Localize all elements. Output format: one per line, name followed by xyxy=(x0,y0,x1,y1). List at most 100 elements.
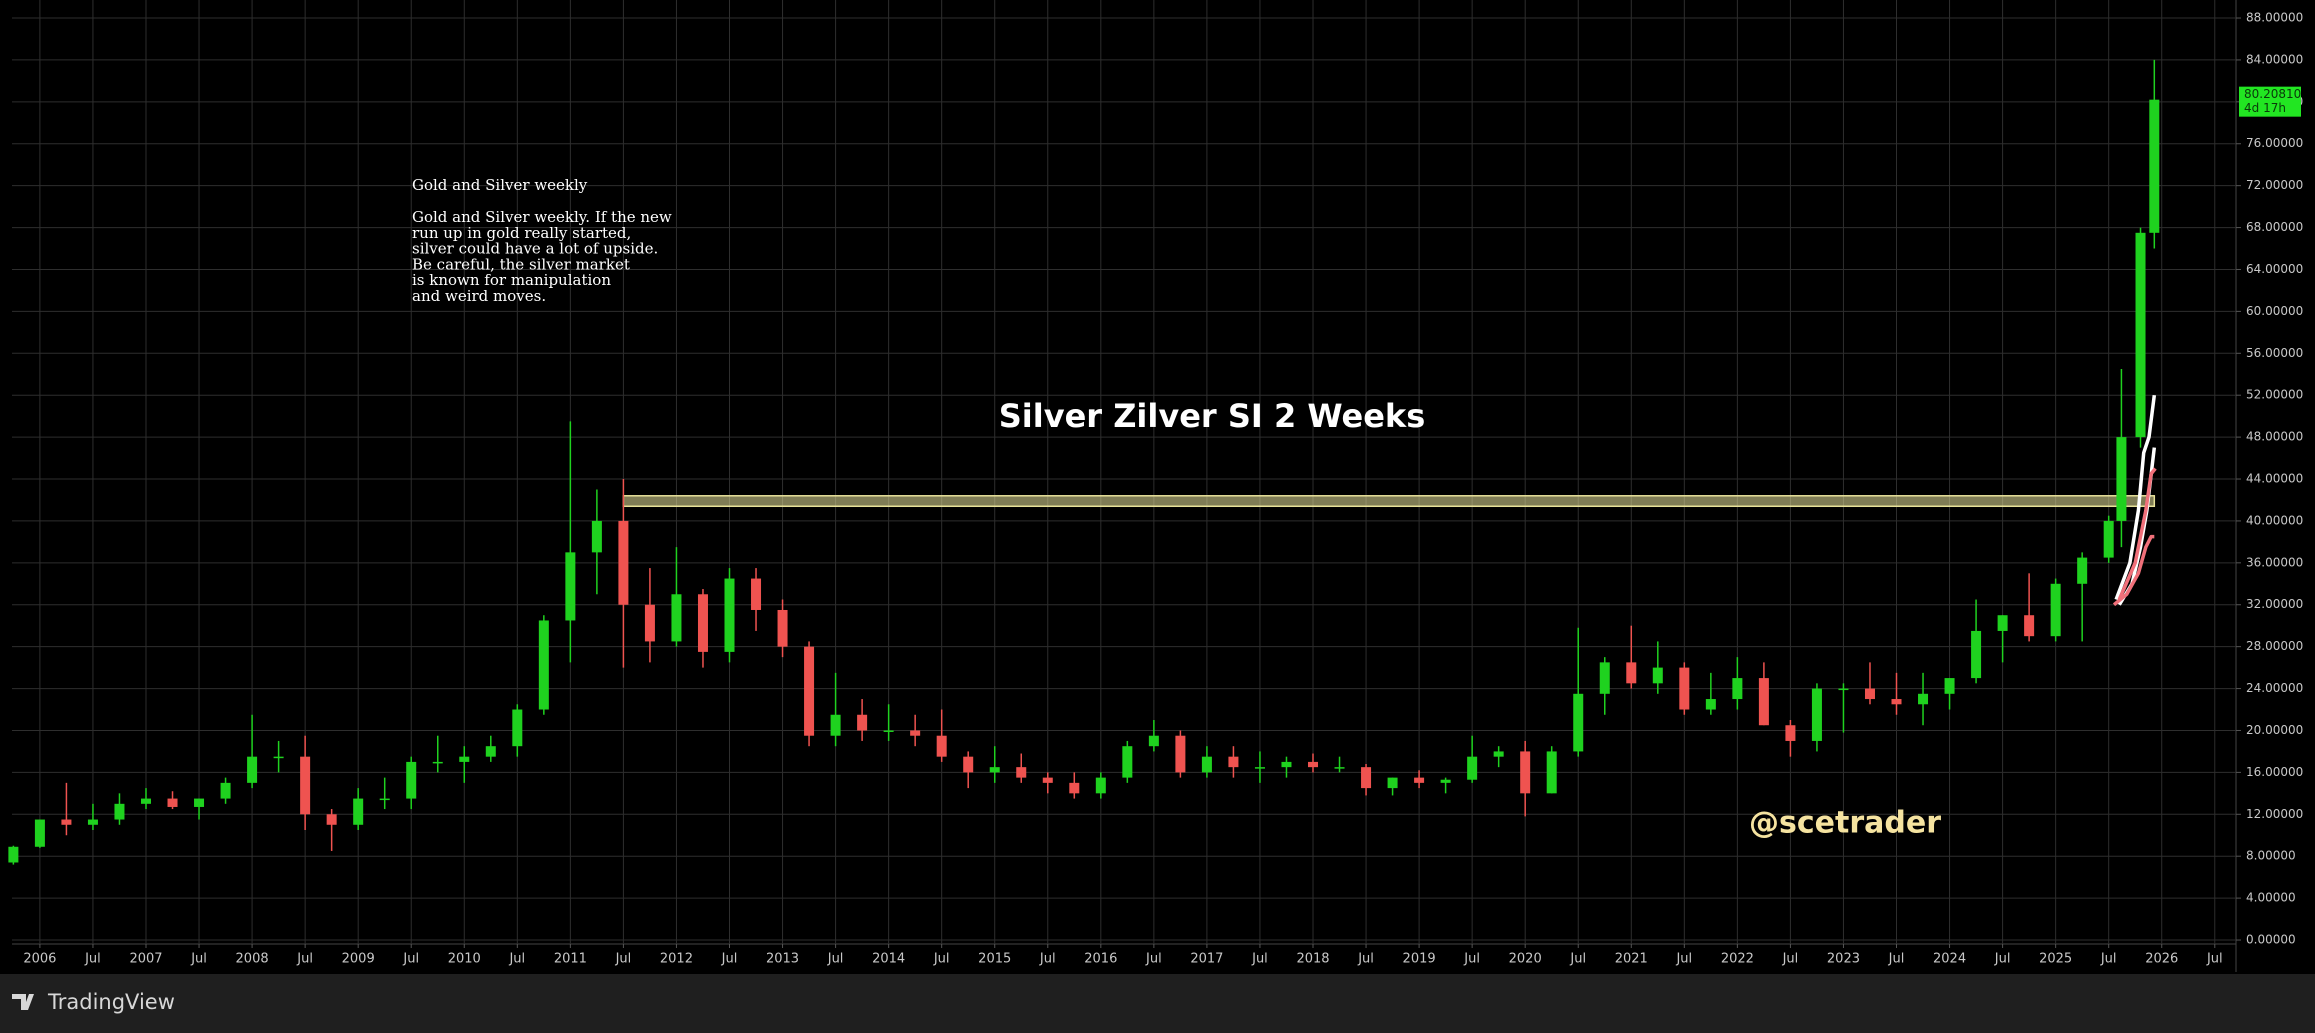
y-tick-label: 88.00000 xyxy=(2246,11,2303,25)
candle-body xyxy=(1891,699,1902,705)
watermark: @scetrader xyxy=(1749,806,1941,841)
candle-body xyxy=(1785,725,1796,741)
grid xyxy=(12,0,2236,944)
candle-body xyxy=(591,520,602,553)
candle-body xyxy=(1016,767,1027,778)
candle-body xyxy=(1679,667,1690,710)
x-tick-label: 2017 xyxy=(1190,952,1223,967)
candle-body xyxy=(1069,782,1080,794)
last-price-box xyxy=(2239,86,2301,117)
x-tick-label: Jul xyxy=(1675,952,1692,967)
candle-body xyxy=(1918,693,1929,705)
x-tick-label: Jul xyxy=(84,952,101,967)
candle-body xyxy=(1573,693,1584,752)
candle-body xyxy=(273,756,284,759)
candle-body xyxy=(777,609,788,647)
y-tick-label: 8.00000 xyxy=(2246,849,2296,863)
x-tick-label: Jul xyxy=(190,952,207,967)
y-tick-label: 64.00000 xyxy=(2246,262,2303,276)
x-tick-label: Jul xyxy=(2206,952,2223,967)
candle-body xyxy=(34,819,45,847)
annotation-line: Gold and Silver weekly. If the new xyxy=(412,208,672,226)
candle-body xyxy=(1652,667,1663,684)
candle-body xyxy=(1095,777,1106,794)
tradingview-logo[interactable]: TradingView xyxy=(12,990,175,1014)
x-tick-label: 2010 xyxy=(448,952,481,967)
x-tick-label: Jul xyxy=(1463,952,1480,967)
candle-body xyxy=(538,620,549,710)
candle-body xyxy=(167,798,178,807)
last-price-label: 80.20810 xyxy=(2244,87,2301,101)
y-tick-label: 72.00000 xyxy=(2246,178,2303,192)
candle-body xyxy=(1387,777,1398,789)
y-tick-label: 52.00000 xyxy=(2246,388,2303,402)
candle-body xyxy=(1148,735,1159,747)
x-tick-label: 2015 xyxy=(978,952,1011,967)
y-tick-label: 24.00000 xyxy=(2246,681,2303,695)
resistance-zone xyxy=(622,495,2156,508)
x-tick-label: Jul xyxy=(1569,952,1586,967)
logo-icon xyxy=(12,994,34,1010)
candle-body xyxy=(512,709,523,747)
candle-body xyxy=(2103,520,2114,558)
x-tick-label: 2006 xyxy=(23,952,56,967)
x-tick-label: 2011 xyxy=(554,952,587,967)
x-tick-label: 2014 xyxy=(872,952,905,967)
candle-body xyxy=(1440,779,1451,783)
candle-body xyxy=(1334,767,1345,769)
candle-body xyxy=(1811,688,1822,741)
candle-body xyxy=(724,578,735,652)
candle-body xyxy=(194,798,205,807)
x-tick-label: Jul xyxy=(1145,952,1162,967)
candle-body xyxy=(1997,615,2008,631)
y-tick-label: 4.00000 xyxy=(2246,891,2296,905)
candle-body xyxy=(114,803,125,820)
x-tick-label: 2016 xyxy=(1084,952,1117,967)
y-tick-label: 68.00000 xyxy=(2246,220,2303,234)
candle-body xyxy=(2135,232,2146,438)
x-tick-label: Jul xyxy=(615,952,632,967)
x-tick-label: 2009 xyxy=(342,952,375,967)
annotation-title: Gold and Silver weekly xyxy=(412,176,588,194)
x-tick-label: Jul xyxy=(933,952,950,967)
candle-body xyxy=(1599,662,1610,694)
candle-body xyxy=(1414,777,1425,783)
x-tick-label: 2021 xyxy=(1615,952,1648,967)
candle-body xyxy=(565,552,576,621)
candle-body xyxy=(485,746,496,757)
candle-body xyxy=(247,756,258,783)
candle-body xyxy=(87,819,98,825)
candle-body xyxy=(300,756,311,815)
x-tick-label: 2018 xyxy=(1296,952,1329,967)
candle-body xyxy=(353,798,364,825)
candle-body xyxy=(618,520,629,605)
candle-body xyxy=(8,846,19,863)
candle-body xyxy=(61,819,72,825)
x-tick-label: Jul xyxy=(1251,952,1268,967)
candle-body xyxy=(671,594,682,642)
x-tick-label: Jul xyxy=(296,952,313,967)
y-tick-label: 36.00000 xyxy=(2246,555,2303,569)
x-tick-label: Jul xyxy=(1357,952,1374,967)
x-tick-label: Jul xyxy=(402,952,419,967)
candle-body xyxy=(1254,767,1265,769)
candle-body xyxy=(1732,678,1743,700)
candle-body xyxy=(883,730,894,732)
y-tick-label: 56.00000 xyxy=(2246,346,2303,360)
annotation-line: Be careful, the silver market xyxy=(412,255,630,273)
candle-body xyxy=(1626,662,1637,684)
y-tick-label: 20.00000 xyxy=(2246,723,2303,737)
x-tick-label: 2022 xyxy=(1721,952,1754,967)
candle-body xyxy=(910,730,921,736)
x-tick-label: Jul xyxy=(1039,952,1056,967)
x-tick-label: Jul xyxy=(2100,952,2117,967)
candle-body xyxy=(2077,557,2088,584)
candle-body xyxy=(406,761,417,799)
candle-body xyxy=(804,646,815,736)
candle-body xyxy=(1705,699,1716,710)
candle-body xyxy=(751,578,762,610)
candle-body xyxy=(379,798,390,801)
